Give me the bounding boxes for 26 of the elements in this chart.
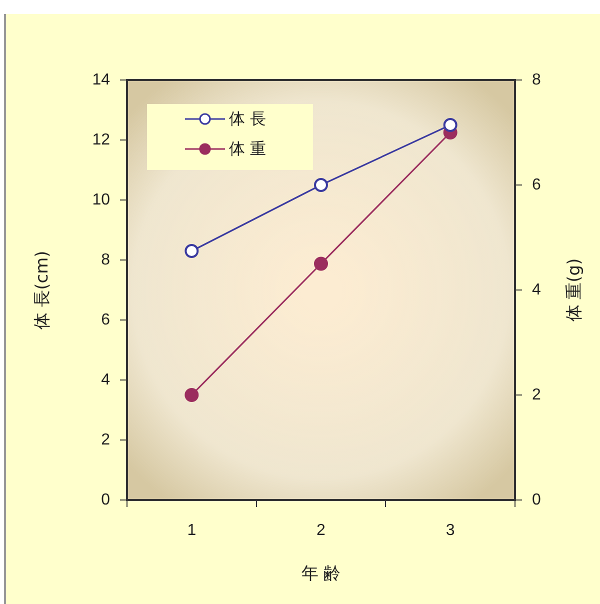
y-tick-label: 6 bbox=[101, 311, 110, 328]
point bbox=[184, 244, 199, 258]
y-tick-label: 4 bbox=[101, 371, 110, 388]
x-tick-label: 2 bbox=[316, 522, 326, 540]
point bbox=[314, 178, 328, 192]
point bbox=[443, 118, 458, 132]
x-tick-label: 3 bbox=[446, 522, 455, 540]
x-axis-title: 年 齢 bbox=[301, 563, 341, 585]
legend-label: 体 長 bbox=[229, 108, 266, 130]
y-tick-label: 0 bbox=[101, 491, 110, 508]
y2-tick-label: 0 bbox=[532, 491, 541, 508]
y2-tick-label: 6 bbox=[532, 176, 541, 194]
y-tick-label: 14 bbox=[92, 71, 110, 88]
point bbox=[184, 388, 199, 402]
y-axis-title: 体 長(cm) bbox=[32, 250, 54, 330]
x-tick-label: 1 bbox=[187, 522, 196, 540]
y2-tick-label: 8 bbox=[532, 71, 541, 88]
legend-label: 体 重 bbox=[229, 138, 266, 160]
y2-axis-title: 体 重(g) bbox=[564, 258, 586, 322]
y-tick-label: 10 bbox=[92, 191, 110, 208]
point bbox=[314, 256, 328, 271]
y2-tick-label: 4 bbox=[532, 281, 541, 298]
y-tick-label: 8 bbox=[101, 251, 110, 268]
y2-tick-label: 2 bbox=[532, 386, 541, 404]
y-tick-label: 12 bbox=[92, 131, 110, 148]
y-tick-label: 2 bbox=[101, 431, 110, 448]
